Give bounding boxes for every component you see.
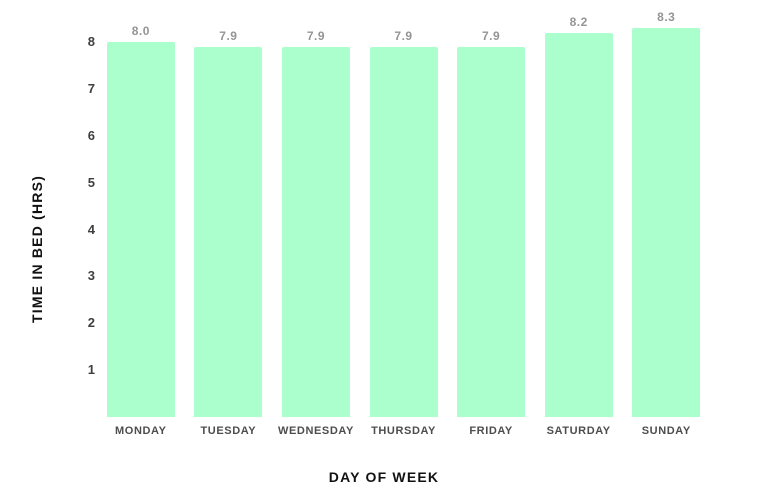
y-tick-label: 6 — [87, 127, 95, 143]
bar — [281, 46, 350, 417]
bar-group: 8.2 — [535, 0, 623, 417]
x-tick-label: WEDNESDAY — [277, 425, 354, 437]
x-tick-label: FRIDAY — [469, 425, 513, 437]
bar — [106, 42, 175, 417]
bar-value-label: 7.9 — [394, 28, 413, 43]
bar-group: 7.9 — [185, 0, 273, 417]
bar-group: 8.3 — [622, 0, 710, 417]
y-tick-label: 2 — [87, 315, 95, 331]
bar-value-label: 7.9 — [482, 28, 501, 43]
bar-group: 7.9 — [360, 0, 448, 417]
bar-value-label: 8.2 — [569, 14, 588, 29]
bar-value-label: 7.9 — [306, 28, 326, 43]
x-tick-label: SUNDAY — [641, 425, 691, 437]
bar-group: 8.0 — [97, 0, 185, 417]
y-tick-label: 5 — [87, 174, 95, 190]
x-tick-label: SATURDAY — [546, 425, 611, 437]
bar — [632, 27, 701, 417]
y-tick-label: 7 — [87, 80, 95, 96]
y-tick-label: 3 — [87, 268, 95, 284]
bar — [194, 46, 263, 417]
bar-group: 7.9 — [447, 0, 535, 417]
y-tick-label: 4 — [87, 221, 95, 237]
bar — [457, 46, 526, 417]
x-tick-label: THURSDAY — [371, 425, 436, 437]
x-tick-label: TUESDAY — [200, 425, 257, 437]
y-axis-ticks: 1 2 3 4 5 6 7 8 — [0, 0, 95, 417]
bar — [544, 32, 613, 417]
bar-group: 7.9 — [272, 0, 360, 417]
bar-value-label: 8.3 — [657, 9, 676, 24]
y-tick-label: 8 — [87, 34, 95, 49]
x-tick-label: MONDAY — [115, 425, 167, 437]
plot-area: 8.0 7.9 7.9 7.9 7.9 8.2 8.3 — [97, 0, 710, 417]
bar-value-label: 7.9 — [219, 28, 238, 43]
bar — [369, 46, 438, 417]
x-axis-title: DAY OF WEEK — [328, 469, 440, 485]
y-tick-label: 1 — [87, 362, 95, 378]
x-axis-ticks: MONDAY TUESDAY WEDNESDAY THURSDAY FRIDAY SATU… — [97, 425, 710, 437]
bar-value-label: 8.0 — [131, 24, 150, 38]
